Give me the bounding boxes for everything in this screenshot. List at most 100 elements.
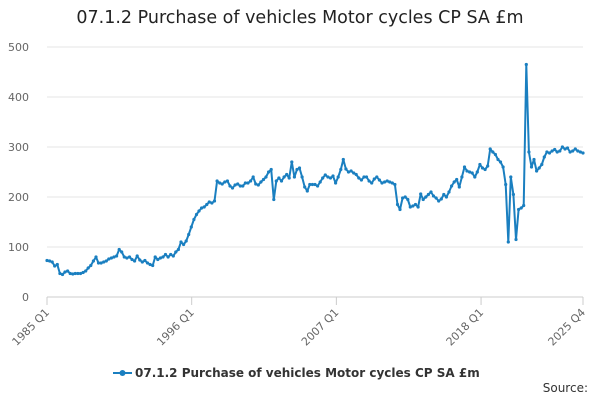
data-point [519, 206, 523, 210]
data-point [228, 184, 232, 188]
data-point [424, 195, 428, 199]
data-point [122, 255, 126, 259]
data-point [145, 261, 150, 265]
data-point [529, 165, 534, 169]
x-tick-label: 2018 Q1 [444, 306, 487, 349]
data-point [274, 179, 278, 183]
data-point [447, 190, 451, 194]
data-point [233, 183, 237, 187]
data-point [285, 172, 289, 177]
data-point [357, 176, 361, 180]
data-point [431, 194, 436, 198]
source-label: Source: [542, 381, 588, 395]
data-point [578, 150, 583, 154]
data-point [125, 256, 129, 260]
data-point [218, 181, 222, 185]
y-axis: 0 100 200 300 400 500 [8, 41, 29, 304]
data-point [359, 178, 363, 182]
data-point [488, 147, 492, 151]
data-point [573, 147, 577, 151]
data-point [194, 212, 199, 217]
data-point [491, 150, 495, 154]
data-point [452, 180, 456, 184]
legend[interactable]: 07.1.2 Purchase of vehicles Motor cycles… [113, 366, 480, 380]
data-point [109, 256, 113, 260]
data-point [349, 169, 353, 173]
data-point [486, 164, 490, 168]
data-point [408, 205, 412, 209]
data-point [372, 177, 376, 181]
data-point [565, 146, 570, 150]
data-point [383, 180, 387, 184]
data-point [455, 177, 459, 182]
data-point [223, 180, 227, 184]
data-point [158, 256, 162, 260]
data-point [390, 181, 394, 185]
data-point [249, 179, 253, 183]
data-point [434, 196, 438, 200]
series-line [46, 63, 584, 276]
data-point [395, 202, 400, 207]
data-point [532, 157, 536, 162]
y-tick-label: 300 [8, 141, 29, 154]
data-point [346, 170, 351, 174]
data-point [437, 199, 441, 203]
data-point [202, 205, 206, 209]
data-point [104, 259, 108, 263]
data-point [444, 195, 448, 199]
data-point [55, 262, 59, 267]
data-point [112, 255, 116, 259]
data-point [264, 175, 268, 179]
data-point [341, 157, 345, 162]
data-point [53, 264, 57, 268]
data-point [292, 175, 296, 179]
data-point [269, 167, 273, 172]
data-point [511, 192, 515, 197]
data-point [480, 166, 485, 170]
data-point [300, 175, 304, 179]
data-point [60, 272, 65, 277]
data-point [550, 149, 554, 153]
data-point [401, 196, 405, 200]
series-group [45, 62, 585, 277]
data-point [182, 242, 186, 247]
x-axis-tick-labels: 1985 Q1 1996 Q1 2007 Q1 2018 Q1 2025 Q4 [10, 297, 588, 349]
data-point [133, 259, 137, 263]
data-point [135, 254, 139, 258]
data-point [496, 157, 500, 162]
data-point [308, 182, 312, 187]
data-point [272, 197, 276, 202]
data-point [419, 192, 423, 196]
data-point [86, 266, 90, 270]
x-tick-label: 1996 Q1 [154, 306, 197, 349]
data-point [581, 151, 585, 155]
data-point [535, 169, 539, 173]
data-point [174, 250, 178, 254]
data-point [225, 179, 229, 183]
data-point [540, 162, 544, 167]
data-point [501, 165, 505, 169]
data-point [210, 201, 214, 205]
data-point [73, 271, 77, 276]
data-point [215, 179, 219, 183]
data-point [192, 217, 196, 222]
data-point [506, 240, 510, 244]
data-point [91, 259, 95, 263]
data-point [393, 182, 397, 187]
data-point [334, 181, 338, 185]
data-point [524, 62, 528, 67]
data-point [71, 272, 75, 276]
data-point [509, 175, 513, 179]
data-point [406, 197, 410, 202]
y-tick-label: 400 [8, 91, 29, 104]
y-tick-label: 200 [8, 191, 29, 204]
data-point [517, 207, 521, 212]
data-point [99, 261, 103, 265]
data-point [81, 270, 85, 275]
data-point [470, 171, 474, 175]
data-point [212, 199, 217, 203]
data-point [545, 150, 549, 154]
data-point [475, 170, 479, 174]
data-point [478, 162, 482, 167]
y-tick-label: 500 [8, 41, 29, 54]
